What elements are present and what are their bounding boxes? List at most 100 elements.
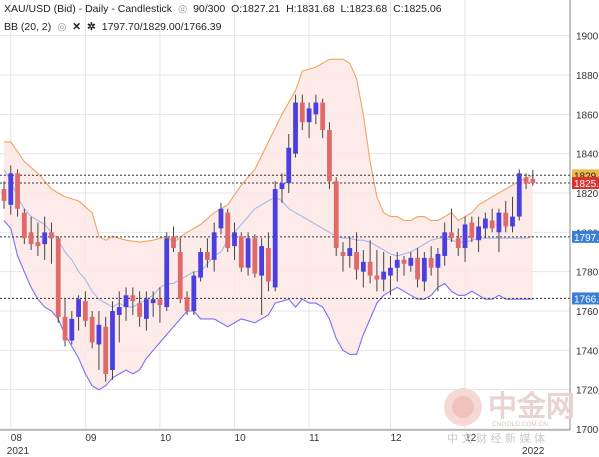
candle-body <box>279 183 285 190</box>
x-tick-label: 10 <box>160 433 172 444</box>
price-tag-bg <box>572 230 599 243</box>
candle-body <box>28 232 34 245</box>
y-tick-label: 1880 <box>576 71 599 82</box>
y-tick-label: 1820 <box>576 189 599 200</box>
candle-body <box>516 173 522 217</box>
close-x-icon[interactable]: ✕ <box>72 21 82 33</box>
price-levels <box>0 174 570 299</box>
candle-body <box>272 189 278 288</box>
candle-body <box>89 316 95 343</box>
candle-body <box>394 259 400 268</box>
candle-body <box>266 248 271 282</box>
candle-body <box>35 242 41 247</box>
candle-body <box>421 257 427 282</box>
candle-body <box>313 102 319 115</box>
candle-body <box>327 130 332 182</box>
candle-body <box>137 303 142 317</box>
candle-body <box>510 216 515 227</box>
candle-body <box>381 271 387 280</box>
y-tick-label: 1780 <box>576 268 599 279</box>
bollinger-bands <box>3 58 534 391</box>
candle-body <box>333 181 339 249</box>
candle-body <box>110 311 115 370</box>
watermark-logo-text: 中金网 <box>488 389 575 423</box>
price-tag: 1766. <box>572 292 599 305</box>
bb-upper-line <box>4 58 534 243</box>
candle-body <box>442 232 448 256</box>
candle-body <box>503 212 509 227</box>
indicator-values: 1797.70/1829.00/1766.39 <box>101 21 222 33</box>
candle-body <box>211 232 217 260</box>
candle-body <box>205 252 210 260</box>
candle-body <box>1 189 7 201</box>
candle-body <box>320 102 326 131</box>
watermark-logo-inner <box>452 396 474 418</box>
candle-body <box>347 248 353 256</box>
x-tick-label: 12 <box>465 433 477 444</box>
close-value: C:1825.06 <box>393 3 442 15</box>
candles <box>1 94 536 382</box>
candle-body <box>103 326 109 374</box>
x-tick-label: 11 <box>309 433 320 444</box>
candle-body <box>530 178 536 184</box>
candle-body <box>299 102 305 123</box>
candle-body <box>489 220 495 229</box>
candle-body <box>21 212 27 239</box>
candle-body <box>354 252 359 270</box>
candle-body <box>62 316 68 341</box>
candle-body <box>340 252 346 256</box>
candle-body <box>469 222 475 239</box>
candle-body <box>401 259 407 264</box>
bars-count: 90/300 <box>193 3 226 15</box>
candle-body <box>238 236 244 268</box>
price-tags: 1829.1825.0 1797. 1766. <box>572 169 599 305</box>
candle-body <box>69 318 75 341</box>
candle-body <box>449 232 454 239</box>
candle-body <box>130 295 136 302</box>
gear-icon[interactable]: ✲ <box>87 21 96 33</box>
low-value: L:1823.68 <box>340 3 388 15</box>
candle-body <box>374 275 380 280</box>
price-tag-label: 1829. <box>574 171 599 182</box>
eye-icon[interactable]: ◎ <box>177 3 188 15</box>
y-tick-label: 1720 <box>576 386 599 397</box>
candle-body <box>171 236 176 249</box>
candle-body <box>306 108 312 123</box>
candle-body <box>76 299 81 317</box>
candle-body <box>218 208 224 229</box>
chart-header-line1: XAU/USD (Bid) - Daily - Candlestick ◎ 90… <box>4 3 445 15</box>
candle-body <box>476 226 481 241</box>
eye-icon[interactable]: ◎ <box>57 21 67 33</box>
candle-body <box>259 246 265 276</box>
candle-body <box>123 295 129 308</box>
candle-body <box>408 257 414 266</box>
chart-header-line2: BB (20, 2) ◎ ✕ ✲ 1797.70/1829.00/1766.39 <box>4 21 224 33</box>
candle-body <box>367 261 373 276</box>
candle-body <box>49 232 54 239</box>
candle-body <box>496 212 502 233</box>
y-tick-label: 1760 <box>576 307 599 318</box>
indicator-label: BB (20, 2) <box>4 21 52 33</box>
watermark: 中金网 CNGOLD.COM.CN 中 文 财 经 新 媒 体 <box>444 388 575 445</box>
x-tick-label: 10 <box>235 433 247 444</box>
candle-body <box>177 252 183 300</box>
candle-body <box>42 232 48 245</box>
year-label: 2022 <box>522 446 545 457</box>
candle-body <box>232 232 237 247</box>
price-tag-label: 1766. <box>574 294 599 305</box>
price-tag: 1797. <box>572 230 599 244</box>
candle-body <box>428 257 434 268</box>
candle-body <box>225 212 231 249</box>
candle-body <box>96 324 102 345</box>
y-tick-label: 1740 <box>576 346 599 357</box>
price-tag-label: 1797. <box>574 233 599 244</box>
candle-body <box>388 267 393 276</box>
x-tick-label: 09 <box>85 433 97 444</box>
candle-body <box>164 238 170 308</box>
candle-body <box>293 102 298 154</box>
x-tick-label: 12 <box>390 433 402 444</box>
candle-body <box>455 238 461 249</box>
open-value: O:1827.21 <box>231 3 281 15</box>
candle-body <box>482 218 488 229</box>
